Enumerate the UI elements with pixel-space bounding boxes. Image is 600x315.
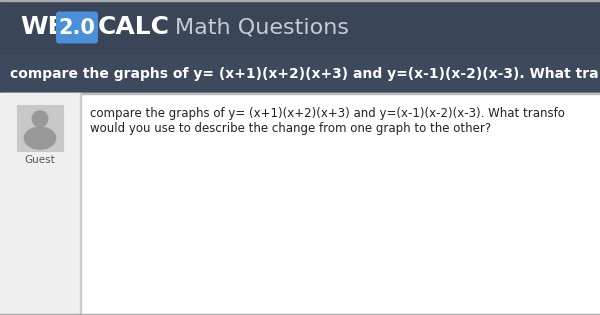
FancyBboxPatch shape bbox=[56, 12, 98, 43]
Bar bbox=[0, 93, 80, 315]
Bar bbox=[0, 55, 600, 93]
Bar bbox=[80, 93, 81, 315]
Bar bbox=[0, 314, 600, 315]
Text: compare the graphs of y= (x+1)(x+2)(x+3) and y=(x-1)(x-2)(x-3). What transfo: compare the graphs of y= (x+1)(x+2)(x+3)… bbox=[90, 107, 565, 120]
Text: 2.0: 2.0 bbox=[59, 18, 95, 37]
Circle shape bbox=[32, 111, 48, 127]
Text: compare the graphs of y= (x+1)(x+2)(x+3) and y=(x-1)(x-2)(x-3). What tra: compare the graphs of y= (x+1)(x+2)(x+3)… bbox=[10, 67, 599, 81]
Text: Guest: Guest bbox=[25, 155, 55, 165]
Ellipse shape bbox=[25, 127, 56, 149]
Bar bbox=[0, 0, 600, 1]
Bar bbox=[17, 105, 63, 151]
Text: Math Questions: Math Questions bbox=[175, 18, 349, 37]
Bar bbox=[0, 93, 600, 315]
Bar bbox=[0, 93, 600, 94]
Text: WEB: WEB bbox=[20, 15, 83, 39]
Text: CALC: CALC bbox=[98, 15, 170, 39]
Text: would you use to describe the change from one graph to the other?: would you use to describe the change fro… bbox=[90, 122, 491, 135]
